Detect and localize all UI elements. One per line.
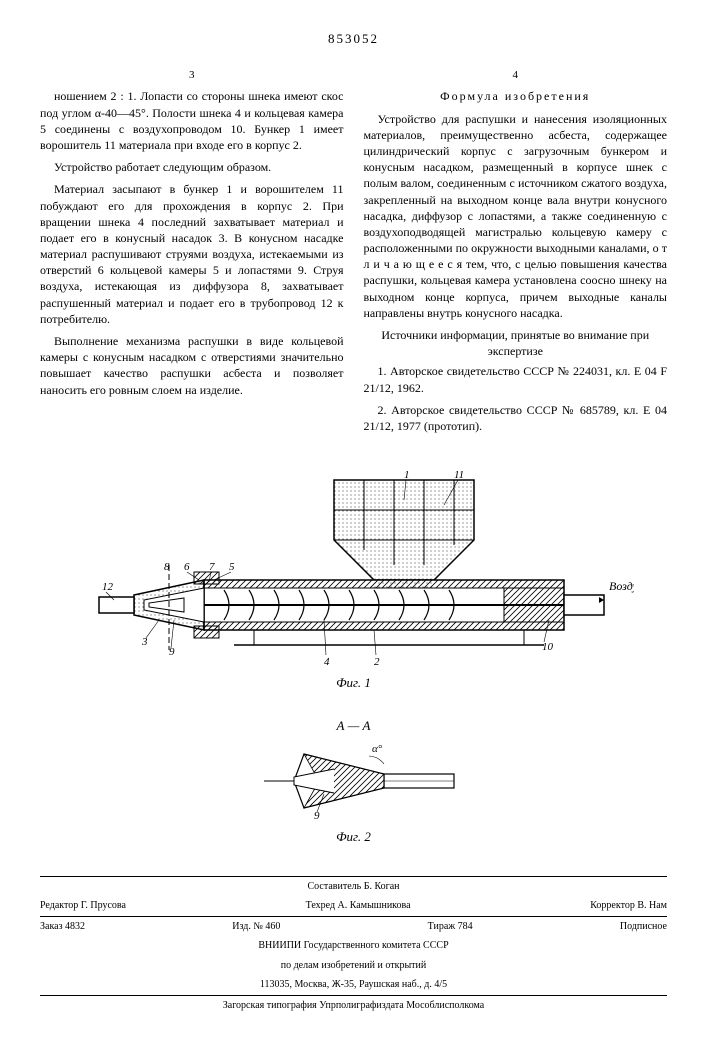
air-label: Воздух	[609, 579, 634, 593]
left-column: 3 ношением 2 : 1. Лопасти со стороны шне…	[40, 68, 344, 441]
svg-text:4: 4	[324, 656, 330, 668]
footer-techred: Техред А. Камышникова	[306, 899, 411, 913]
svg-text:9: 9	[169, 646, 175, 658]
footer-corrector: Корректор В. Нам	[590, 899, 667, 913]
patent-number: 853052	[40, 30, 667, 48]
figure-2: α° 9	[244, 734, 464, 824]
footer: Составитель Б. Коган Редактор Г. Прусова…	[40, 876, 667, 1016]
svg-text:2: 2	[374, 656, 380, 668]
left-p1: ношением 2 : 1. Лопасти со стороны шнека…	[40, 88, 344, 153]
right-p3: 2. Авторское свидетельство СССР № 685789…	[364, 402, 668, 434]
fig2-section-label: А — А	[40, 717, 667, 735]
footer-org2: по делам изобретений и открытий	[40, 956, 667, 976]
footer-izd: Изд. № 460	[232, 920, 280, 934]
left-p2: Устройство работает следующим образом.	[40, 159, 344, 175]
svg-text:3: 3	[141, 636, 148, 648]
figures-block: Воздух 1 11 2 3 4 5 6 7 8 9 10 12	[40, 470, 667, 846]
figure-1: Воздух 1 11 2 3 4 5 6 7 8 9 10 12	[74, 470, 634, 670]
svg-text:8: 8	[164, 561, 170, 573]
svg-text:7: 7	[209, 561, 215, 573]
footer-tirazh: Тираж 784	[428, 920, 473, 934]
angle-label: α°	[372, 743, 383, 755]
left-p4: Выполнение механизма распушки в виде кол…	[40, 333, 344, 398]
footer-compiler: Составитель Б. Коган	[40, 877, 667, 897]
footer-org1: ВНИИПИ Государственного комитета СССР	[40, 936, 667, 956]
svg-text:12: 12	[102, 581, 114, 593]
right-p1: Устройство для распушки и нанесения изол…	[364, 111, 668, 321]
svg-text:6: 6	[184, 561, 190, 573]
text-columns: 3 ношением 2 : 1. Лопасти со стороны шне…	[40, 68, 667, 441]
footer-printer: Загорская типография Упрполиграфиздата М…	[40, 996, 667, 1016]
left-p3: Материал засыпают в бункер 1 и ворошител…	[40, 181, 344, 327]
right-p2: 1. Авторское свидетельство СССР № 224031…	[364, 363, 668, 395]
formula-title: Формула изобретения	[364, 88, 668, 104]
footer-subscr: Подписное	[620, 920, 667, 934]
col-num-right: 4	[364, 68, 668, 83]
fig1-label: Фиг. 1	[40, 674, 667, 692]
sources-title: Источники информации, принятые во вниман…	[364, 327, 668, 359]
fig2-label: Фиг. 2	[40, 828, 667, 846]
svg-text:10: 10	[542, 641, 554, 653]
footer-editor: Редактор Г. Прусова	[40, 899, 126, 913]
svg-text:1: 1	[404, 470, 410, 481]
col-num-left: 3	[40, 68, 344, 83]
footer-order: Заказ 4832	[40, 920, 85, 934]
right-column: 4 Формула изобретения Устройство для рас…	[364, 68, 668, 441]
footer-addr: 113035, Москва, Ж-35, Раушская наб., д. …	[40, 975, 667, 995]
svg-text:5: 5	[229, 561, 235, 573]
svg-text:11: 11	[454, 470, 464, 481]
